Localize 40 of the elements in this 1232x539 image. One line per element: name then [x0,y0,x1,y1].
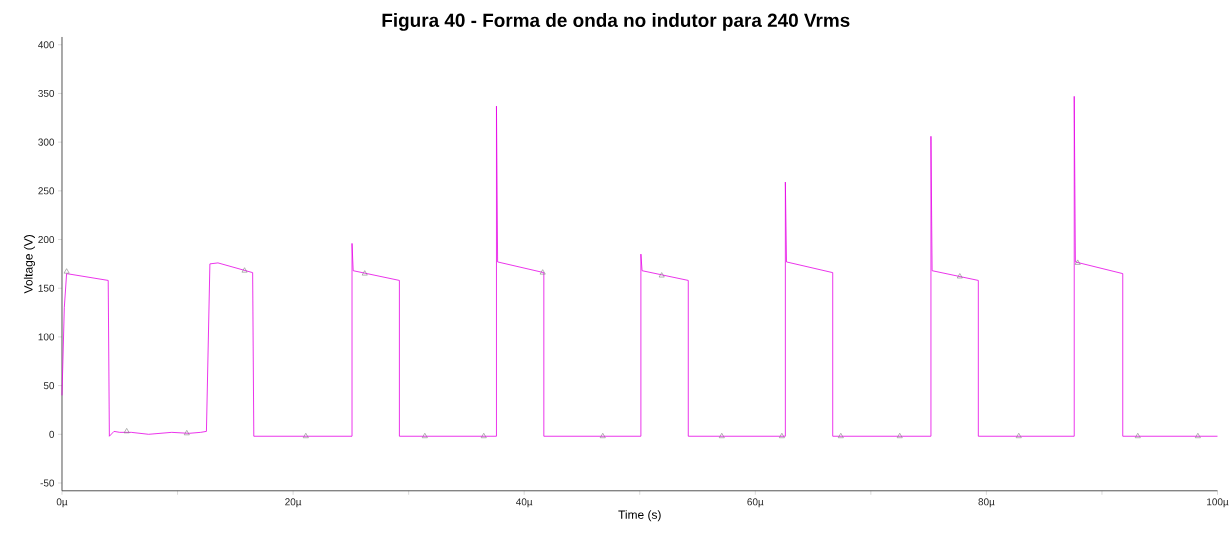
point [123,428,130,434]
point [599,433,606,439]
point [778,433,785,439]
x-axis-title: Time (s) [618,510,661,522]
point [718,433,725,439]
point [837,433,844,439]
point [63,268,70,274]
y-tick-label: 200 [38,236,55,244]
y-tick-label: 100 [38,333,55,341]
point [658,272,665,278]
point [1015,433,1022,439]
x-tick-label: 100µ [1207,498,1229,508]
point [956,273,963,279]
point [1194,433,1201,439]
x-tick-label: 40µ [516,498,533,508]
point [1074,259,1081,265]
y-tick-label: 50 [43,382,55,390]
x-tick-label: 0µ [56,498,68,508]
chart-title: Figura 40 - Forma de onda no indutor para 240 Vrms [382,13,850,31]
point [183,430,190,436]
line-series [61,96,1218,437]
point [421,433,428,439]
y-axis-title: Voltage (V) [23,235,36,294]
y-tick-label: 350 [38,90,55,98]
y-tick-label: 250 [38,187,55,195]
x-tick-label: 80µ [978,498,995,508]
y-tick-label: 150 [38,284,55,292]
y-tick-label: 400 [38,41,55,49]
point [361,270,368,276]
x-tick-label: 20µ [285,498,302,508]
x-tick-label: 60µ [747,498,764,508]
point [302,433,309,439]
point [896,433,903,439]
point [539,269,546,275]
point [1134,433,1141,439]
y-tick-label: -50 [40,479,55,487]
point [241,267,248,273]
point [480,433,487,439]
y-tick-label: 300 [38,138,55,146]
y-tick-label: 0 [49,430,55,438]
